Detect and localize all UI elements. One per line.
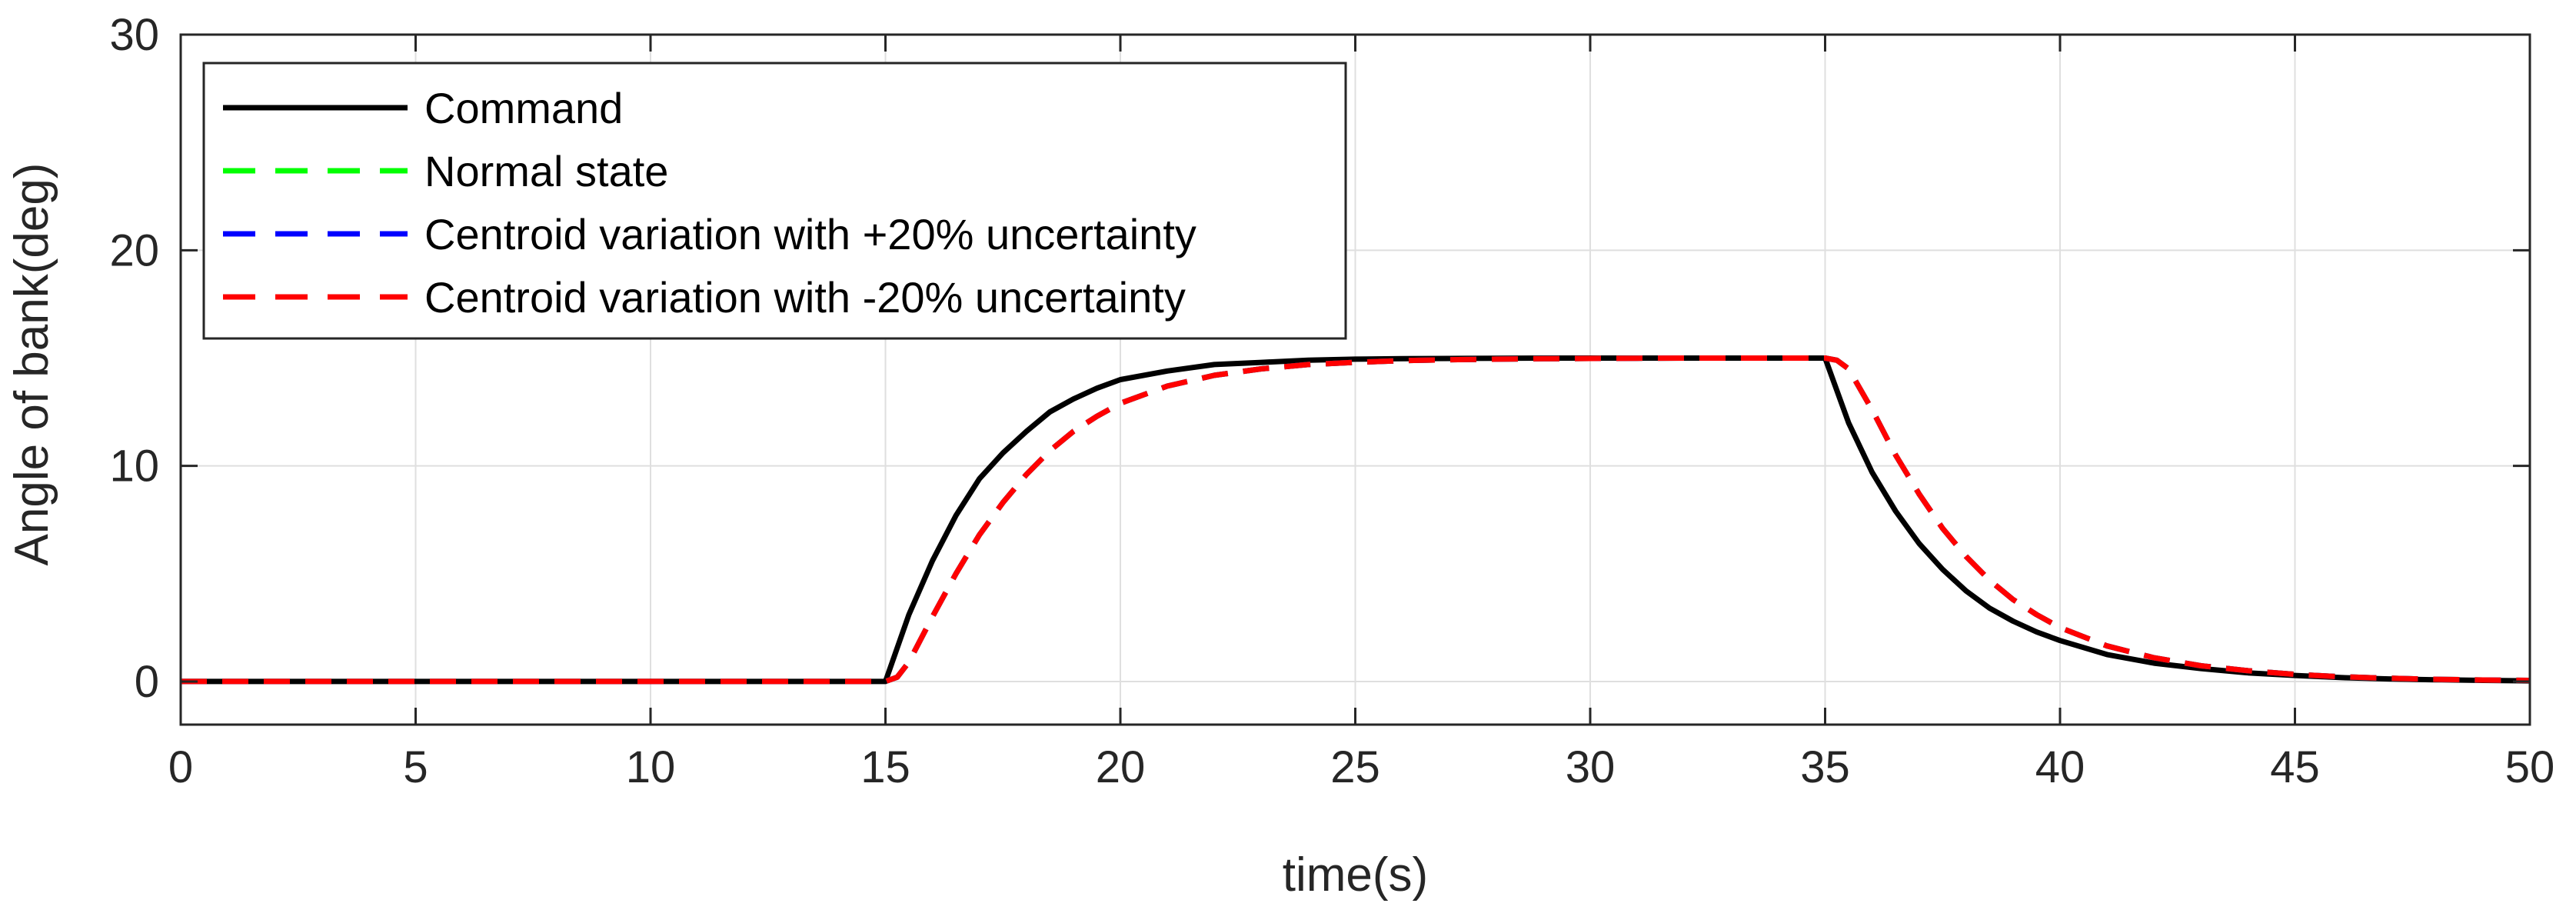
x-tick-label: 40 [2035, 742, 2085, 792]
series-line-4 [181, 355, 2531, 685]
series-layer [181, 355, 2531, 685]
y-tick-label: 0 [135, 657, 159, 707]
legend: Command Normal state Centroid variation wi… [202, 62, 1347, 340]
legend-label: Centroid variation with -20% uncertainty [424, 273, 1186, 322]
ticks: 0 5 10 15 20 25 30 35 40 45 50 0 10 20 30 [109, 10, 2554, 792]
legend-label: Normal state [424, 147, 668, 195]
y-axis-label: Angle of bank(deg) [5, 163, 58, 566]
y-tick-label: 10 [109, 442, 159, 492]
x-axis-label: time(s) [1283, 848, 1428, 902]
x-tick-label: 15 [860, 742, 910, 792]
y-tick-label: 20 [109, 225, 159, 275]
x-tick-label: 10 [626, 742, 676, 792]
x-tick-label: 35 [1800, 742, 1850, 792]
x-tick-label: 45 [2270, 742, 2320, 792]
legend-label: Centroid variation with +20% uncertainty [424, 210, 1196, 258]
x-tick-label: 5 [403, 742, 428, 792]
x-tick-label: 25 [1330, 742, 1380, 792]
y-tick-label: 30 [109, 10, 159, 60]
x-tick-label: 30 [1566, 742, 1616, 792]
legend-label: Command [424, 84, 623, 132]
x-tick-label: 20 [1096, 742, 1146, 792]
x-tick-label: 50 [2505, 742, 2555, 792]
x-tick-label: 0 [168, 742, 193, 792]
series-line-1 [181, 355, 2531, 685]
